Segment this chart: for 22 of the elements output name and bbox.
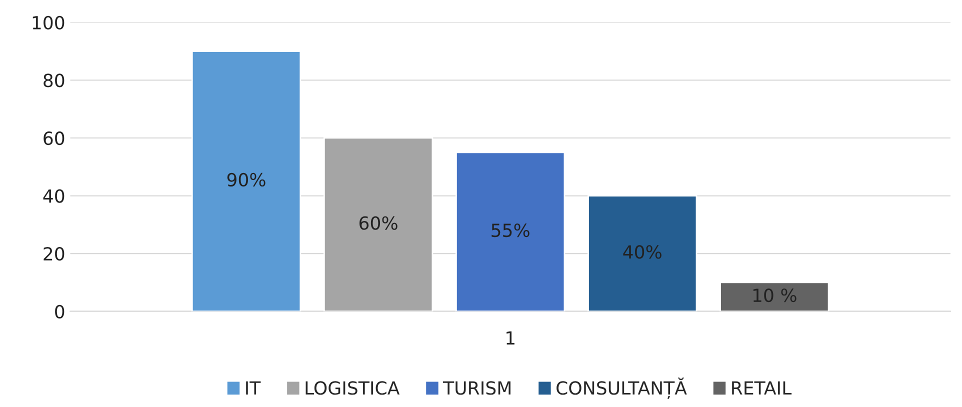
legend-label: TURISM bbox=[443, 381, 510, 395]
y-tick-label: 40 bbox=[43, 189, 64, 203]
legend-label: RETAIL bbox=[732, 381, 792, 395]
y-tick-label: 20 bbox=[44, 247, 64, 261]
x-tick-label: 1 bbox=[506, 331, 514, 345]
legend-label: LOGISTICA bbox=[306, 381, 400, 395]
y-tick-label: 60 bbox=[44, 131, 64, 146]
data-label: 55% bbox=[492, 223, 530, 238]
y-tick-label: 100 bbox=[32, 16, 64, 30]
y-tick-label: 80 bbox=[44, 74, 64, 88]
bar bbox=[588, 195, 698, 312]
bar bbox=[720, 282, 830, 312]
data-label: 10 % bbox=[753, 288, 796, 302]
data-label: 90% bbox=[227, 172, 266, 187]
bar bbox=[323, 137, 434, 312]
legend-label: IT bbox=[246, 381, 261, 395]
y-tick-label: 0 bbox=[55, 304, 64, 318]
legend-label: CONSULTANȚĂ bbox=[556, 377, 687, 399]
bar bbox=[191, 50, 302, 312]
data-label: 60% bbox=[360, 216, 398, 230]
data-label: 40% bbox=[623, 245, 662, 259]
bar bbox=[456, 152, 566, 312]
